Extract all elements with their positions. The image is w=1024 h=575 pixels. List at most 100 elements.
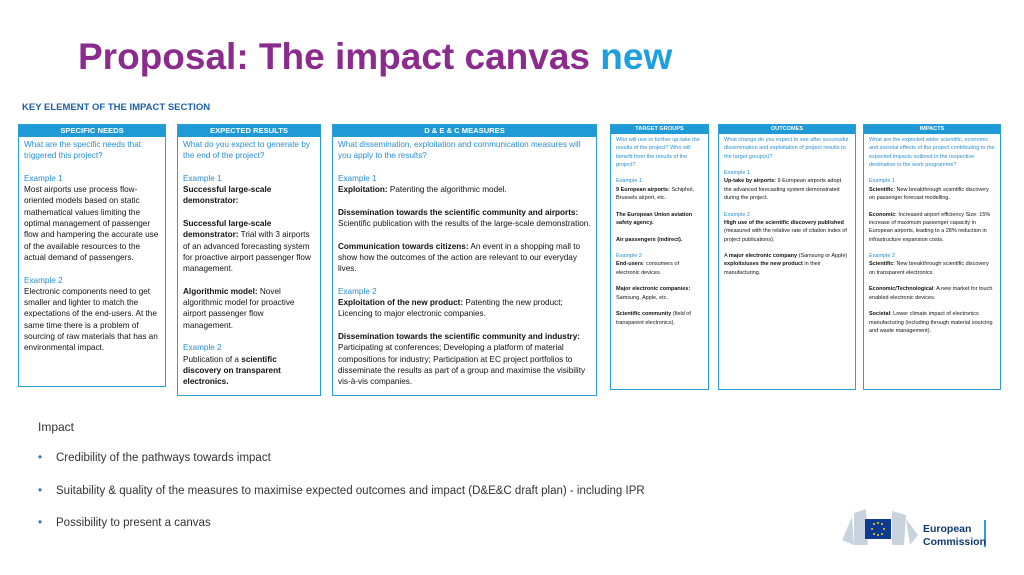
text-run: Patenting the algorithmic model.	[387, 185, 507, 195]
column-body: What are the expected wider scientific, …	[864, 134, 1000, 345]
text-run: (measured with the relative rate of cita…	[724, 228, 847, 243]
paragraph: Scientific community (field of transpare…	[616, 310, 703, 327]
impact-bullet: Credibility of the pathways towards impa…	[38, 452, 645, 485]
paragraph: Electronic components need to get smalle…	[24, 286, 160, 354]
text-run: Example 2	[869, 253, 895, 260]
example-label: Example 1	[338, 173, 591, 184]
text-run: : consumers of electronic devices.	[616, 261, 679, 276]
text-run: : New breakthrough scientific discovery …	[869, 186, 989, 202]
column-body: What dissemination, exploitation and com…	[333, 137, 596, 395]
logo-flag	[865, 519, 891, 539]
text-run: Example 1	[338, 173, 377, 183]
impact-heading: Impact	[38, 420, 75, 434]
example-label: Example 2	[724, 211, 850, 219]
text-run: Schiphol, Brussels airport, etc.	[616, 186, 694, 202]
paragraph: Dissemination towards the scientific com…	[338, 331, 591, 387]
example-label: Example 2	[616, 252, 703, 260]
column-question: What are the expected wider scientific, …	[869, 137, 995, 168]
paragraph: 9 European airports: Schiphol, Brussels …	[616, 186, 703, 203]
impact-list: Credibility of the pathways towards impa…	[38, 452, 645, 550]
text-run: Algorithmic model:	[183, 286, 258, 296]
text-run: : Lower climate impact of electronics ma…	[869, 311, 993, 334]
paragraph: Algorithmic model: Novel algorithmic mod…	[183, 286, 315, 331]
text-run: : Increased airport efficiency Size: 15%…	[869, 211, 991, 243]
text-run: Economic/Technological	[869, 286, 934, 293]
text-run: exploits/uses the new product	[724, 261, 803, 268]
column-header: EXPECTED RESULTS	[178, 125, 320, 137]
logo-text: European Commission	[923, 523, 986, 548]
text-run: 9 European airports adopt the advanced f…	[724, 178, 842, 202]
text-run: Up-take by airports:	[724, 178, 776, 185]
paragraph: Major electronic companies: Samsung, App…	[616, 285, 703, 302]
canvas-column: IMPACTS What are the expected wider scien…	[863, 124, 1001, 390]
text-run: Example 1	[724, 170, 750, 177]
column-header: TARGET GROUPS	[611, 125, 708, 134]
canvas-column: SPECIFIC NEEDS What are the specific need…	[18, 124, 166, 387]
text-run: Patenting the new product; Licencing to …	[338, 298, 563, 319]
text-run: Publication of a	[183, 354, 242, 364]
text-run: : New breakthrough scientific discovery …	[869, 261, 989, 276]
title-main: Proposal: The impact canvas	[78, 36, 591, 77]
paragraph: Communication towards citizens: An event…	[338, 241, 591, 275]
text-run: Dissemination towards the scientific com…	[338, 207, 579, 217]
text-run: Societal	[869, 311, 891, 318]
paragraph: The European Union aviation safety agenc…	[616, 211, 703, 228]
impact-bullet: Suitability & quality of the measures to…	[38, 485, 645, 518]
text-run: Scientific	[869, 261, 894, 268]
text-run: Samsung, Apple, etc.	[616, 294, 668, 301]
text-run: Successful large-scale demonstrator:	[183, 185, 272, 206]
text-run: Electronic components need to get smalle…	[24, 286, 158, 353]
canvas-column: TARGET GROUPS Who will use or further up-…	[610, 124, 709, 390]
text-run: (Samsung or Apple)	[797, 253, 848, 260]
text-run: Air passengers (indirect).	[616, 236, 683, 243]
column-body: What change do you expect to see after s…	[719, 134, 855, 287]
text-run: An event in a shopping mall to show how …	[338, 241, 581, 274]
paragraph: Exploitation of the new product: Patenti…	[338, 297, 591, 320]
paragraph: Scientific: New breakthrough scientific …	[869, 186, 995, 203]
canvas-column: D & E & C MEASURES What dissemination, ex…	[332, 124, 597, 396]
ec-logo	[842, 509, 986, 547]
canvas-column: OUTCOMES What change do you expect to see…	[718, 124, 856, 390]
text-run: Major electronic companies:	[616, 286, 691, 293]
text-run: Example 2	[616, 253, 642, 260]
text-run: The European Union aviation safety agenc…	[616, 211, 693, 226]
paragraph: Publication of a scientific discovery on…	[183, 354, 315, 388]
text-run: Scientific community	[616, 311, 672, 318]
text-run: : A new market for touch enabled electro…	[869, 286, 993, 301]
text-run: Example 1	[24, 173, 63, 183]
example-label: Example 2	[338, 286, 591, 297]
text-run: Example 2	[338, 286, 377, 296]
column-header: D & E & C MEASURES	[333, 125, 596, 137]
text-run: scientific discovery on transparent elec…	[183, 354, 281, 387]
text-run: Participating at conferences; Developing…	[338, 343, 586, 387]
text-run: Exploitation of the new product:	[338, 298, 464, 308]
text-run: Successful large-scale demonstrator:	[183, 219, 272, 240]
logo-building	[842, 509, 918, 545]
column-question: What do you expect to generate by the en…	[183, 140, 310, 161]
text-run: Example 1	[616, 178, 642, 185]
text-run: Communication towards citizens:	[338, 241, 469, 251]
example-label: Example 1	[869, 177, 995, 185]
text-run: Dissemination towards the scientific com…	[338, 332, 581, 342]
text-run: Novel algorithmic model for proactive ai…	[183, 286, 295, 330]
logo-line: Commission	[923, 535, 987, 548]
column-header: OUTCOMES	[719, 125, 855, 134]
text-run: Scientific publication with the results …	[338, 219, 591, 229]
paragraph: Economic: Increased airport efficiency S…	[869, 211, 995, 244]
logo-stars	[871, 522, 885, 536]
paragraph: High use of the scientific discovery pub…	[724, 219, 850, 244]
example-label: Example 1	[724, 169, 850, 177]
paragraph: Most airports use process flow-oriented …	[24, 184, 160, 263]
column-header: SPECIFIC NEEDS	[19, 125, 165, 137]
logo-line: European	[923, 523, 972, 535]
column-question: Who will use or further up-take the resu…	[616, 137, 700, 168]
text-run: 9 European airports:	[616, 186, 670, 193]
example-label: Example 2	[869, 252, 995, 260]
text-run: Example 1	[869, 178, 895, 185]
column-question: What change do you expect to see after s…	[724, 137, 849, 160]
paragraph: Exploitation: Patenting the algorithmic …	[338, 184, 591, 195]
text-run: major electronic company	[728, 253, 798, 260]
paragraph: Up-take by airports: 9 European airports…	[724, 177, 850, 202]
example-label: Example 1	[616, 177, 703, 185]
